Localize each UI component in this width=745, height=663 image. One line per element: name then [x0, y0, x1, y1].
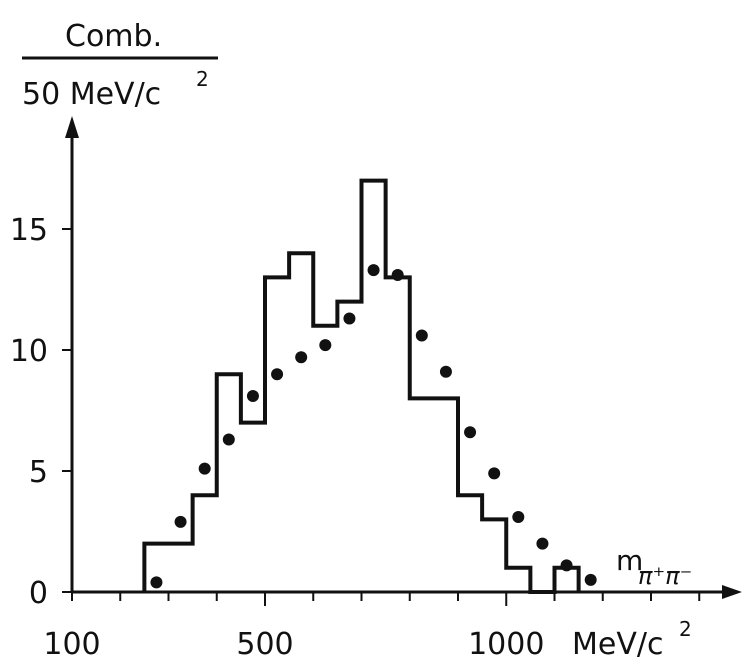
histogram-bin — [362, 181, 386, 592]
axis-ticks — [62, 228, 701, 606]
data-point — [198, 462, 211, 475]
x-unit-text: MeV/c — [572, 627, 663, 662]
data-point — [391, 268, 404, 281]
histogram-bin — [555, 568, 579, 592]
x-axis-label: m π⁺π⁻ — [616, 544, 692, 590]
data-point — [512, 510, 525, 523]
x-label-symbol: m — [616, 544, 643, 577]
histogram-bin — [410, 398, 434, 592]
data-point — [295, 351, 308, 364]
y-label-denominator-exponent: 2 — [196, 67, 209, 91]
data-point — [343, 312, 356, 325]
histogram-bin — [506, 568, 530, 592]
data-point — [174, 515, 187, 528]
histogram-bin — [241, 423, 265, 592]
histogram-bin — [217, 374, 241, 592]
data-point — [367, 264, 380, 277]
histogram-bin — [434, 398, 458, 592]
y-tick-label: 15 — [10, 213, 48, 248]
histogram-bin — [265, 277, 289, 592]
histogram-outline — [142, 178, 581, 594]
y-axis-label: Comb. 50 MeV/c 2 — [22, 19, 218, 112]
x-tick-label: 100 — [43, 627, 100, 662]
y-axis-arrowhead — [65, 116, 79, 138]
histogram-bin — [458, 495, 482, 592]
axes — [65, 116, 742, 599]
histogram-bin — [482, 519, 506, 592]
x-label-subscript: π⁺π⁻ — [638, 562, 692, 590]
histogram-bin — [289, 253, 313, 592]
x-tick-label: 500 — [236, 627, 293, 662]
points-series — [150, 264, 597, 589]
data-point — [222, 433, 235, 446]
x-unit-exponent: 2 — [679, 617, 692, 641]
x-axis-arrowhead — [722, 585, 742, 599]
data-point — [415, 329, 428, 342]
data-point — [150, 576, 163, 589]
data-point — [271, 368, 284, 381]
histogram-bin — [169, 544, 193, 592]
x-tick-label: 1000 — [468, 627, 544, 662]
y-tick-label: 5 — [29, 455, 48, 490]
y-label-numerator: Comb. — [65, 19, 162, 54]
histogram-bin — [337, 302, 361, 592]
tick-labels: 100 500 1000 0 5 10 15 — [10, 213, 545, 662]
y-tick-label: 10 — [10, 334, 48, 369]
data-point — [536, 537, 549, 550]
y-label-denominator: 50 MeV/c — [22, 77, 161, 112]
histogram-series — [142, 178, 581, 594]
data-point — [584, 573, 597, 586]
data-point — [319, 339, 332, 352]
data-point — [560, 559, 573, 572]
data-point — [488, 467, 501, 480]
data-point — [439, 365, 452, 378]
histogram-bin — [386, 277, 410, 592]
data-point — [246, 389, 259, 402]
y-tick-label: 0 — [29, 576, 48, 611]
histogram-bin — [313, 326, 337, 592]
x-unit-label: MeV/c 2 — [572, 617, 692, 662]
histogram-bin — [193, 495, 217, 592]
data-point — [464, 426, 477, 439]
